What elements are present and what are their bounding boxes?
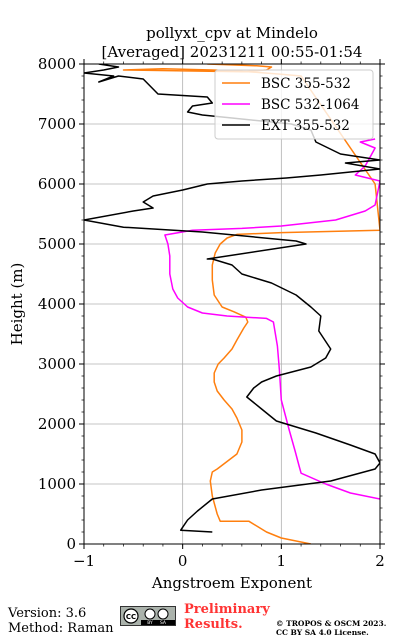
- svg-text:BY: BY: [147, 620, 153, 625]
- y-tick-label: 1000: [38, 475, 76, 493]
- series-line-3: [84, 64, 380, 533]
- y-tick-label: 5000: [38, 235, 76, 253]
- chart-title-line1: pollyxt_cpv at Mindelo: [146, 24, 318, 42]
- y-axis-label: Height (m): [8, 263, 26, 346]
- legend-label: BSC 355-532: [261, 76, 351, 92]
- chart-title-line2: [Averaged] 20231211 00:55-01:54: [102, 43, 363, 61]
- x-tick-label: 1: [277, 552, 287, 570]
- copyright-line-1: © TROPOS & OSCM 2023.: [276, 619, 387, 628]
- preliminary-results-label: Preliminary Results.: [184, 602, 270, 632]
- y-tick-label: 0: [66, 535, 76, 553]
- x-axis-label: Angstroem Exponent: [151, 574, 312, 592]
- svg-text:CC: CC: [126, 613, 136, 621]
- angstroem-profile-chart: pollyxt_cpv at Mindelo [Averaged] 202312…: [8, 24, 385, 592]
- legend-box: [214, 69, 374, 140]
- copyright-text: © TROPOS & OSCM 2023. CC BY SA 4.0 Licen…: [276, 619, 400, 637]
- chart-legend: BSC 355-532 BSC 532-1064 EXT 355-532: [214, 69, 374, 140]
- y-tick-label: 3000: [38, 355, 76, 373]
- y-tick-label: 2000: [38, 415, 76, 433]
- method-text: Method: Raman: [8, 621, 114, 636]
- cc-license-icon: CC BY SA: [121, 607, 175, 626]
- y-tick-label: 4000: [38, 295, 76, 313]
- y-tick-label: 8000: [38, 55, 76, 73]
- x-tick-label: 2: [375, 552, 385, 570]
- svg-text:SA: SA: [160, 620, 167, 625]
- y-tick-label: 6000: [38, 175, 76, 193]
- legend-label: EXT 355-532: [261, 118, 350, 134]
- version-text: Version: 3.6: [8, 606, 87, 621]
- y-tick-label: 7000: [38, 115, 76, 133]
- cc-license-badge: CC BY SA: [120, 606, 176, 626]
- x-tick-label: −1: [73, 552, 95, 570]
- x-tick-label: 0: [178, 552, 188, 570]
- legend-label: BSC 532-1064: [261, 97, 359, 113]
- series-line-2: [164, 138, 380, 500]
- copyright-line-2: CC BY SA 4.0 License.: [276, 628, 369, 637]
